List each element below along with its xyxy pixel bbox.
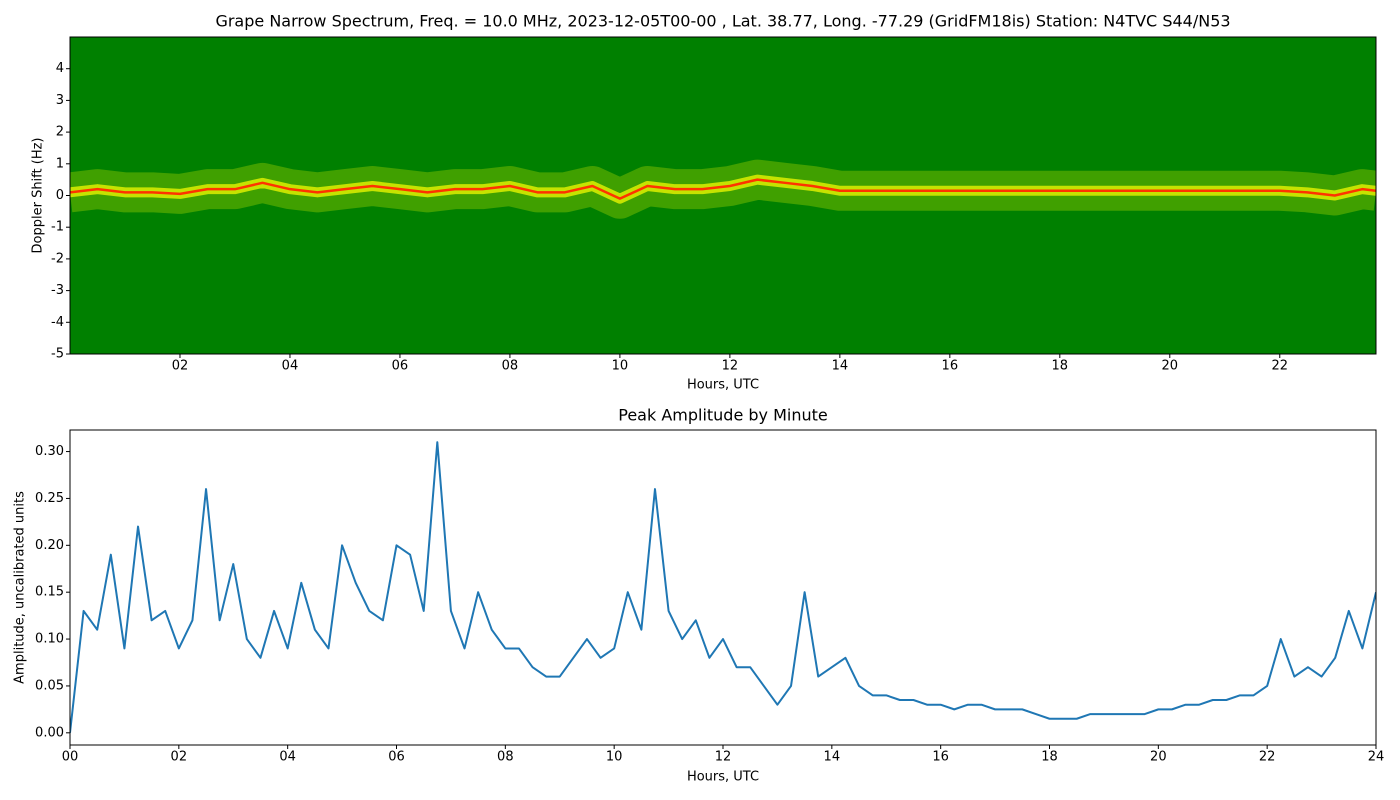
x-tick-label: 18 — [1041, 750, 1058, 765]
x-tick-label: 20 — [1162, 359, 1179, 374]
x-tick-label: 24 — [1368, 750, 1385, 765]
x-tick-label: 02 — [171, 750, 188, 765]
y-tick-label: -3 — [51, 283, 64, 298]
x-tick-label: 00 — [62, 750, 79, 765]
y-tick-label: -4 — [51, 315, 64, 330]
x-axis-label: Hours, UTC — [687, 770, 759, 785]
y-tick-label: 1 — [56, 156, 64, 171]
y-tick-label: 3 — [56, 93, 64, 108]
amplitude-line — [70, 441, 1376, 733]
y-axis-label: Amplitude, uncalibrated units — [13, 491, 28, 684]
y-tick-label: 0 — [56, 188, 64, 203]
x-tick-label: 12 — [722, 359, 739, 374]
x-tick-label: 04 — [279, 750, 296, 765]
x-tick-label: 04 — [282, 359, 299, 374]
doppler-trace — [70, 178, 1376, 200]
x-tick-label: 10 — [612, 359, 629, 374]
x-tick-label: 20 — [1150, 750, 1167, 765]
y-tick-label: 0.25 — [35, 491, 64, 506]
x-tick-label: 16 — [932, 750, 949, 765]
y-tick-label: 2 — [56, 125, 64, 140]
plot-area — [70, 441, 1376, 733]
y-tick-label: 0.20 — [35, 538, 64, 553]
chart-title: Grape Narrow Spectrum, Freq. = 10.0 MHz,… — [215, 12, 1230, 31]
y-tick-label: 0.30 — [35, 444, 64, 459]
x-tick-label: 08 — [502, 359, 519, 374]
x-tick-label: 06 — [388, 750, 405, 765]
y-tick-label: 0.05 — [35, 678, 64, 693]
x-tick-label: 22 — [1271, 359, 1288, 374]
x-tick-label: 22 — [1259, 750, 1276, 765]
y-tick-label: -2 — [51, 251, 64, 266]
plot-frame — [69, 429, 1377, 746]
y-tick-label: -5 — [51, 347, 64, 362]
y-tick-label: 0.15 — [35, 585, 64, 600]
y-tick-label: -1 — [51, 220, 64, 235]
y-tick-label: 0.00 — [35, 725, 64, 740]
x-tick-label: 02 — [172, 359, 189, 374]
chart-title: Peak Amplitude by Minute — [618, 406, 828, 425]
x-tick-label: 10 — [606, 750, 623, 765]
x-axis-label: Hours, UTC — [687, 378, 759, 393]
x-tick-label: 06 — [392, 359, 409, 374]
y-tick-label: 4 — [56, 61, 64, 76]
x-tick-label: 18 — [1052, 359, 1069, 374]
x-tick-label: 14 — [824, 750, 841, 765]
plot-area — [70, 37, 1376, 354]
x-tick-label: 12 — [715, 750, 732, 765]
x-tick-label: 08 — [497, 750, 514, 765]
x-tick-label: 16 — [942, 359, 959, 374]
y-axis-label: Doppler Shift (Hz) — [31, 138, 46, 254]
x-tick-label: 14 — [832, 359, 849, 374]
y-tick-label: 0.10 — [35, 632, 64, 647]
